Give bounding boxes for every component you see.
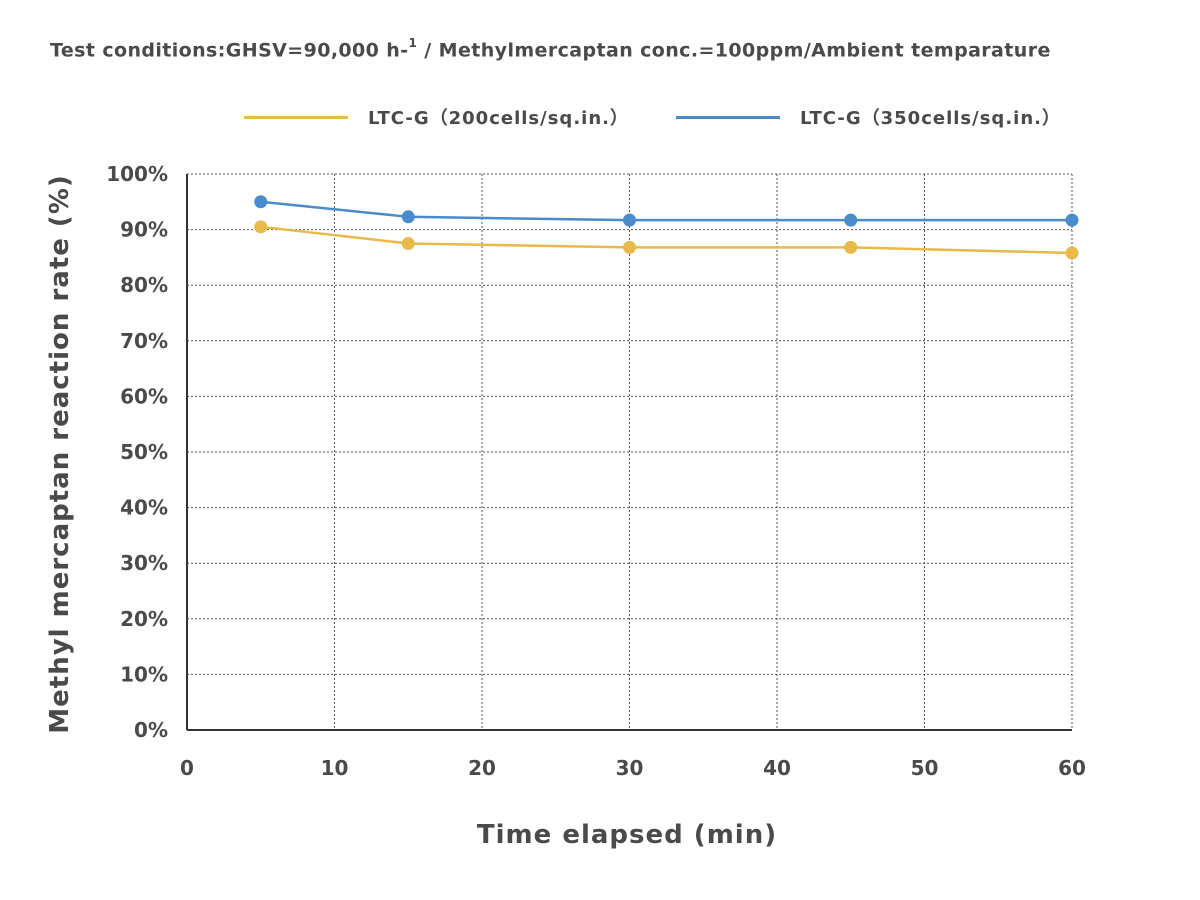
x-tick-label: 0: [180, 756, 194, 780]
x-tick-label: 10: [321, 756, 349, 780]
y-axis-title: Methyl mercaptan reaction rate (%): [45, 174, 75, 733]
y-tick-label: 100%: [106, 162, 168, 186]
data-point-series-0: [1065, 246, 1079, 260]
y-tick-label: 70%: [120, 329, 168, 353]
legend-item-350cells: LTC-G（350cells/sq.in.）: [676, 104, 1061, 130]
data-point-series-0: [254, 220, 268, 234]
x-tick-label: 60: [1058, 756, 1086, 780]
x-tick-label: 30: [616, 756, 644, 780]
axes: [186, 174, 1072, 731]
x-tick-label: 20: [468, 756, 496, 780]
data-point-series-0: [623, 240, 636, 254]
legend-swatch-200cells: [244, 115, 348, 119]
legend-swatch-350cells: [676, 115, 780, 119]
y-tick-label: 50%: [120, 440, 168, 464]
y-axis-ticks: 0% 10% 20% 30% 40% 50% 60% 70% 80% 90% 100%: [106, 162, 168, 742]
data-point-series-0: [844, 240, 858, 254]
data-point-series-1: [254, 195, 268, 209]
y-tick-label: 0%: [134, 718, 168, 742]
legend-label-350cells: LTC-G（350cells/sq.in.）: [800, 108, 1061, 129]
chart-subtitle: Test conditions:GHSV=90,000 h-1 / Methyl…: [50, 36, 1051, 62]
subtitle-suffix: / Methylmercaptan conc.=100ppm/Ambient t…: [417, 39, 1051, 62]
y-tick-label: 60%: [120, 384, 168, 408]
x-axis-title: Time elapsed (min): [477, 820, 777, 850]
subtitle-superscript: 1: [408, 36, 418, 50]
data-series: [254, 195, 1079, 260]
subtitle-prefix: Test conditions:GHSV=90,000 h-: [50, 39, 409, 62]
y-tick-label: 10%: [120, 662, 168, 686]
series-line-1: [260, 200, 1072, 222]
data-point-series-1: [844, 213, 858, 227]
x-tick-label: 40: [763, 756, 791, 780]
grid-lines: [187, 173, 1073, 730]
y-tick-label: 80%: [120, 273, 168, 297]
y-tick-label: 30%: [120, 551, 168, 575]
data-point-series-1: [401, 210, 415, 224]
legend-item-200cells: LTC-G（200cells/sq.in.）: [244, 104, 629, 130]
legend-label-200cells: LTC-G（200cells/sq.in.）: [368, 108, 629, 129]
y-tick-label: 40%: [120, 496, 168, 520]
data-point-series-1: [1065, 213, 1079, 227]
data-point-series-1: [623, 213, 636, 227]
y-tick-label: 90%: [120, 218, 168, 242]
series-line-0: [260, 225, 1073, 255]
data-point-series-0: [401, 237, 415, 250]
y-tick-label: 20%: [120, 607, 168, 631]
x-tick-label: 50: [911, 756, 939, 780]
x-axis-ticks: 0 10 20 30 40 50 60: [180, 756, 1086, 780]
